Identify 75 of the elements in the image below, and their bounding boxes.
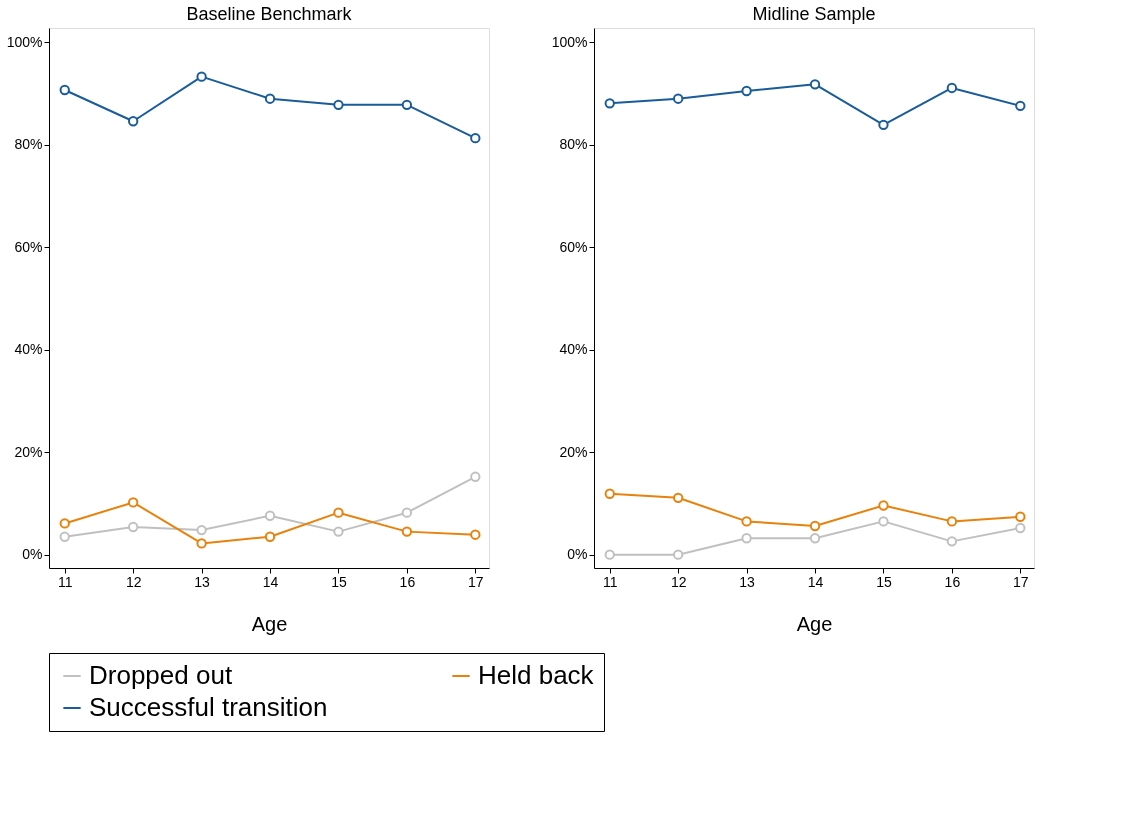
y-tick-label: 20%	[14, 443, 43, 460]
y-tick-label: 0%	[22, 546, 43, 563]
y-tick-label: 60%	[559, 238, 588, 255]
point	[196, 524, 207, 536]
x-axis-title: Age	[796, 612, 833, 635]
point	[946, 516, 958, 527]
point	[741, 516, 752, 527]
legend-label: Successful transition	[89, 692, 328, 722]
point	[333, 507, 344, 518]
x-tick-label: 16	[944, 573, 961, 590]
y-tick-label: 60%	[14, 238, 43, 255]
point	[1015, 511, 1026, 522]
y-tick-label: 20%	[559, 443, 588, 460]
point	[878, 500, 889, 511]
point	[59, 84, 70, 96]
point	[264, 510, 276, 521]
point	[196, 538, 207, 549]
point	[59, 518, 70, 529]
point	[1015, 522, 1026, 534]
point	[1015, 100, 1026, 112]
x-tick-label: 17	[1013, 573, 1029, 590]
x-tick-label: 15	[876, 573, 892, 590]
point	[127, 497, 139, 508]
point	[741, 533, 752, 544]
point	[127, 521, 139, 533]
x-axis-title: Age	[251, 612, 288, 635]
x-tick-label: 12	[125, 573, 142, 590]
y-tick-label: 100%	[551, 33, 588, 50]
point	[672, 93, 684, 104]
chart-title: Midline Sample	[752, 4, 876, 24]
point	[264, 93, 276, 104]
point	[672, 492, 684, 503]
point	[946, 536, 958, 547]
x-tick-label: 13	[739, 573, 756, 590]
x-tick-label: 11	[57, 573, 73, 590]
x-tick-label: 11	[602, 573, 618, 590]
y-tick-label: 80%	[559, 136, 588, 153]
chart-title: Baseline Benchmark	[186, 4, 353, 24]
point	[604, 549, 615, 560]
point	[401, 99, 413, 111]
point	[470, 132, 481, 144]
point	[878, 119, 889, 131]
point	[127, 116, 139, 127]
legend-label: Dropped out	[89, 660, 233, 690]
legend-label: Held back	[478, 660, 595, 690]
point	[878, 516, 889, 527]
point	[59, 531, 70, 542]
point	[809, 520, 821, 532]
y-tick-label: 40%	[14, 341, 43, 358]
x-tick-label: 12	[670, 573, 687, 590]
point	[470, 471, 481, 482]
point	[333, 99, 344, 111]
point	[672, 549, 684, 560]
y-tick-label: 100%	[6, 33, 43, 50]
point	[946, 82, 958, 94]
point	[741, 85, 752, 97]
x-tick-label: 14	[807, 573, 824, 590]
x-tick-label: 13	[194, 573, 211, 590]
point	[809, 79, 821, 90]
y-tick-label: 0%	[567, 546, 588, 563]
x-tick-label: 17	[468, 573, 484, 590]
point	[401, 507, 413, 518]
point	[604, 98, 615, 109]
point	[470, 529, 481, 540]
x-tick-label: 14	[262, 573, 279, 590]
point	[264, 531, 276, 542]
point	[196, 71, 207, 82]
point	[333, 526, 344, 537]
point	[401, 526, 413, 537]
point	[809, 533, 821, 544]
y-tick-label: 40%	[559, 341, 588, 358]
x-tick-label: 15	[331, 573, 347, 590]
y-tick-label: 80%	[14, 136, 43, 153]
x-tick-label: 16	[399, 573, 416, 590]
point	[604, 488, 615, 499]
